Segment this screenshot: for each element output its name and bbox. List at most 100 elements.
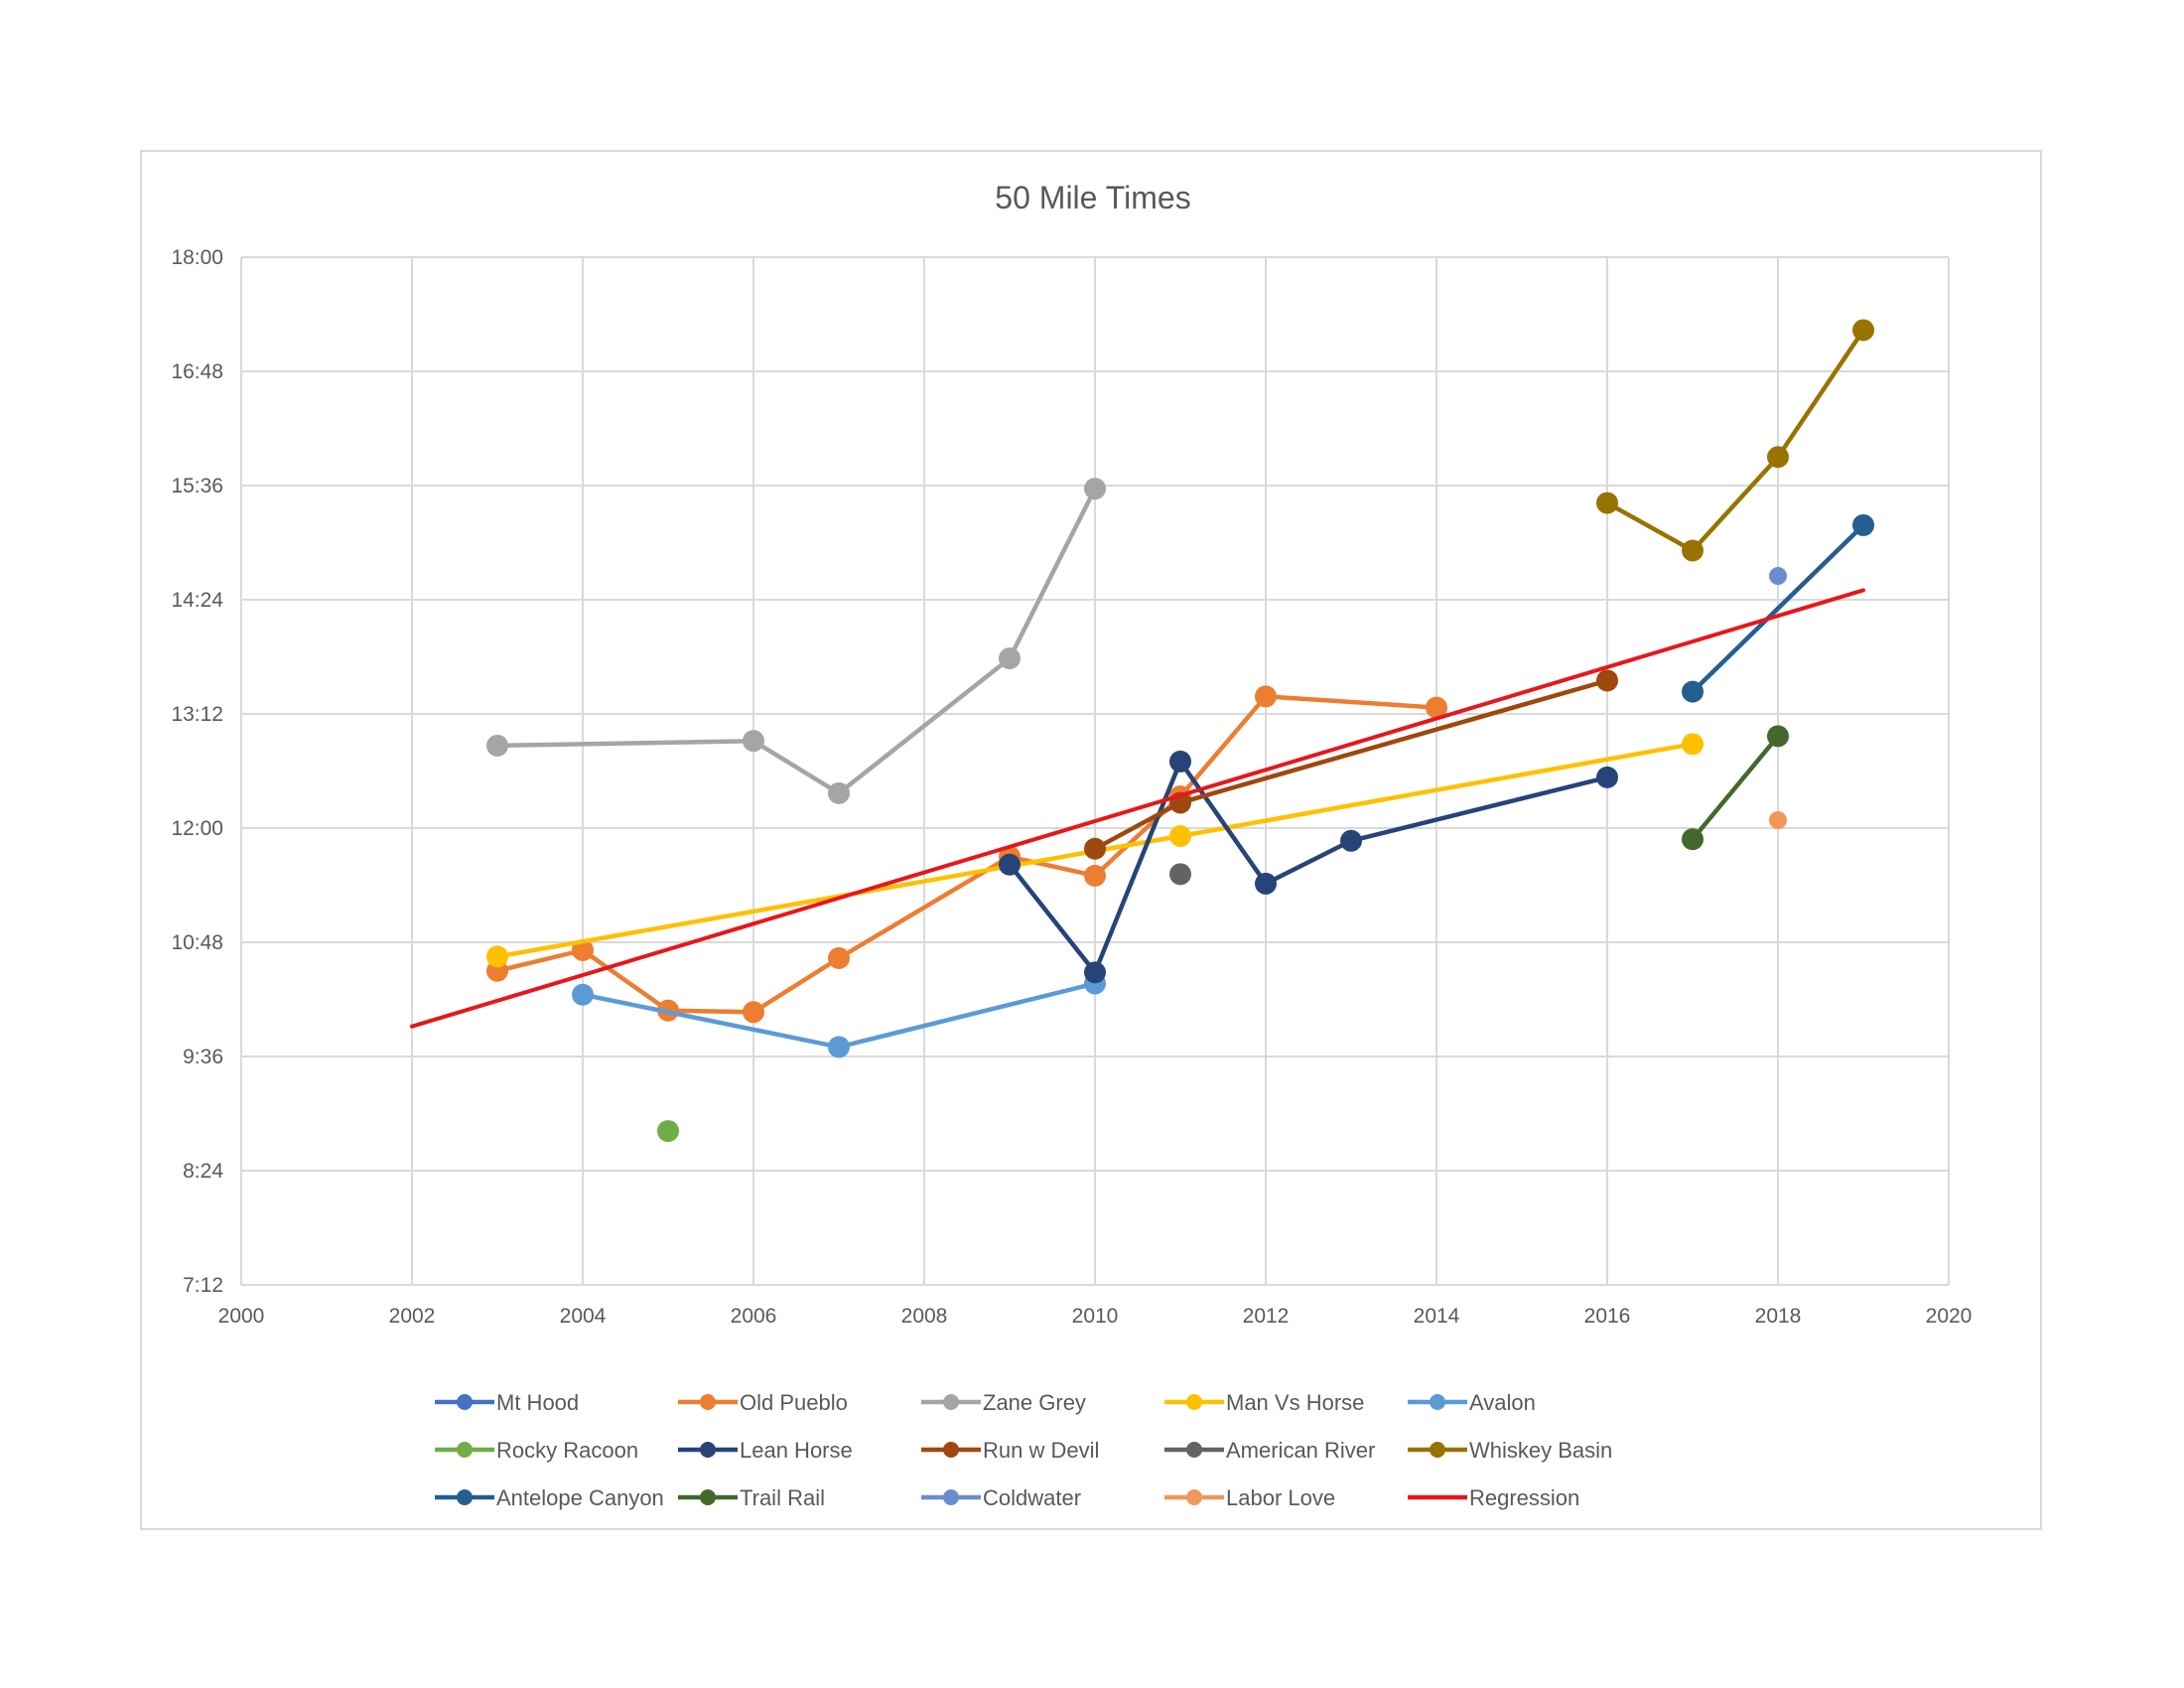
data-point-lean-horse bbox=[1255, 872, 1277, 895]
legend-marker bbox=[457, 1442, 473, 1458]
series-rocky-racoon bbox=[657, 1120, 679, 1143]
legend-marker bbox=[1430, 1442, 1445, 1458]
data-point-whiskey-basin bbox=[1682, 539, 1704, 562]
grid-layer bbox=[240, 256, 1950, 1286]
legend-label: Avalon bbox=[1469, 1390, 1536, 1415]
legend-marker bbox=[943, 1442, 959, 1458]
series-american-river bbox=[1169, 863, 1191, 886]
series-trail-rail bbox=[1682, 725, 1789, 851]
legend-label: Labor Love bbox=[1226, 1485, 1335, 1510]
legend-marker bbox=[457, 1489, 473, 1505]
legend-label: Lean Horse bbox=[740, 1438, 853, 1463]
chart-title: 50 Mile Times bbox=[995, 180, 1190, 215]
legend-item-run-w-devil: Run w Devil bbox=[921, 1438, 1099, 1463]
y-tick-label: 8:24 bbox=[183, 1160, 223, 1183]
series-whiskey-basin bbox=[1596, 319, 1874, 562]
legend: Mt Hood Old Pueblo Zane Grey Man Vs Horse Av… bbox=[435, 1390, 1612, 1510]
legend-item-man-vs-horse: Man Vs Horse bbox=[1164, 1390, 1364, 1415]
legend-item-avalon: Avalon bbox=[1408, 1390, 1536, 1415]
y-tick-label: 12:00 bbox=[171, 817, 223, 840]
data-point-man-vs-horse bbox=[486, 945, 508, 968]
series-line-regression bbox=[410, 588, 1865, 1029]
data-point-zane-grey bbox=[999, 647, 1021, 670]
series-line-old-pueblo bbox=[494, 694, 1439, 1015]
data-point-zane-grey bbox=[828, 781, 850, 804]
data-point-antelope-canyon bbox=[1682, 680, 1704, 703]
x-tick-label: 2008 bbox=[901, 1305, 948, 1328]
data-point-man-vs-horse bbox=[1169, 824, 1191, 847]
legend-label: Antelope Canyon bbox=[496, 1485, 664, 1510]
legend-label: Mt Hood bbox=[496, 1390, 579, 1415]
data-point-labor-love bbox=[1769, 811, 1787, 830]
series-old-pueblo bbox=[486, 685, 1447, 1024]
data-point-zane-grey bbox=[1084, 478, 1106, 500]
legend-label: Rocky Racoon bbox=[496, 1438, 638, 1463]
data-point-old-pueblo bbox=[1426, 696, 1447, 719]
series-avalon bbox=[572, 972, 1106, 1058]
data-point-coldwater bbox=[1769, 567, 1787, 586]
legend-label: Run w Devil bbox=[983, 1438, 1099, 1463]
data-point-zane-grey bbox=[486, 734, 508, 757]
series-regression bbox=[410, 588, 1865, 1029]
legend-marker bbox=[700, 1394, 716, 1410]
series-antelope-canyon bbox=[1682, 513, 1874, 703]
legend-item-regression: Regression bbox=[1408, 1485, 1579, 1510]
series-lean-horse bbox=[999, 750, 1618, 984]
chart-svg: 50 Mile Times 2000 2002 2004 2006 2008 2010 20… bbox=[171, 180, 1972, 1510]
y-tick-label: 14:24 bbox=[171, 589, 223, 612]
legend-item-trail-rail: Trail Rail bbox=[678, 1485, 825, 1510]
series-zane-grey bbox=[486, 478, 1106, 804]
legend-label: Trail Rail bbox=[740, 1485, 825, 1510]
legend-item-whiskey-basin: Whiskey Basin bbox=[1408, 1438, 1612, 1463]
data-point-old-pueblo bbox=[743, 1001, 764, 1024]
series-line-zane-grey bbox=[494, 486, 1098, 796]
x-tick-label: 2016 bbox=[1584, 1305, 1631, 1328]
data-point-antelope-canyon bbox=[1852, 513, 1874, 536]
legend-label: Whiskey Basin bbox=[1469, 1438, 1612, 1463]
data-point-old-pueblo bbox=[1084, 864, 1106, 887]
y-tick-label: 7:12 bbox=[183, 1274, 223, 1297]
legend-item-lean-horse: Lean Horse bbox=[678, 1438, 853, 1463]
y-tick-label: 13:12 bbox=[171, 703, 223, 726]
series-man-vs-horse bbox=[486, 733, 1704, 968]
x-tick-label: 2012 bbox=[1243, 1305, 1290, 1328]
series-labor-love bbox=[1769, 811, 1787, 830]
legend-marker bbox=[700, 1489, 716, 1505]
x-tick-label: 2004 bbox=[560, 1305, 607, 1328]
data-point-trail-rail bbox=[1682, 828, 1704, 851]
legend-item-mt-hood: Mt Hood bbox=[435, 1390, 579, 1415]
data-point-old-pueblo bbox=[572, 938, 594, 961]
data-point-lean-horse bbox=[1596, 766, 1618, 788]
x-tick-label: 2010 bbox=[1072, 1305, 1119, 1328]
data-point-run-w-devil bbox=[1596, 669, 1618, 692]
legend-item-old-pueblo: Old Pueblo bbox=[678, 1390, 848, 1415]
series-coldwater bbox=[1769, 567, 1787, 586]
series-line-antelope-canyon bbox=[1690, 522, 1866, 694]
y-tick-label: 16:48 bbox=[171, 360, 223, 383]
data-point-avalon bbox=[572, 983, 594, 1006]
data-point-whiskey-basin bbox=[1852, 319, 1874, 342]
legend-label: Zane Grey bbox=[983, 1390, 1086, 1415]
legend-item-zane-grey: Zane Grey bbox=[921, 1390, 1086, 1415]
legend-item-coldwater: Coldwater bbox=[921, 1485, 1081, 1510]
data-point-old-pueblo bbox=[1255, 685, 1277, 708]
data-point-avalon bbox=[828, 1036, 850, 1058]
legend-marker bbox=[700, 1442, 716, 1458]
x-tick-label: 2002 bbox=[389, 1305, 436, 1328]
data-point-old-pueblo bbox=[828, 946, 850, 969]
data-point-run-w-devil bbox=[1084, 837, 1106, 860]
legend-marker bbox=[457, 1394, 473, 1410]
data-point-trail-rail bbox=[1767, 725, 1789, 748]
data-point-lean-horse bbox=[1169, 750, 1191, 773]
y-tick-label: 10:48 bbox=[171, 931, 223, 954]
legend-marker bbox=[1430, 1394, 1445, 1410]
data-point-lean-horse bbox=[999, 853, 1021, 876]
series-line-whiskey-basin bbox=[1604, 328, 1866, 553]
legend-marker bbox=[943, 1394, 959, 1410]
x-tick-label: 2014 bbox=[1414, 1305, 1460, 1328]
data-point-american-river bbox=[1169, 863, 1191, 886]
data-point-lean-horse bbox=[1340, 829, 1362, 852]
series-run-w-devil bbox=[1084, 669, 1618, 860]
legend-label: Old Pueblo bbox=[740, 1390, 848, 1415]
chart-frame: 50 Mile Times 2000 2002 2004 2006 2008 2010 20… bbox=[140, 150, 2042, 1530]
